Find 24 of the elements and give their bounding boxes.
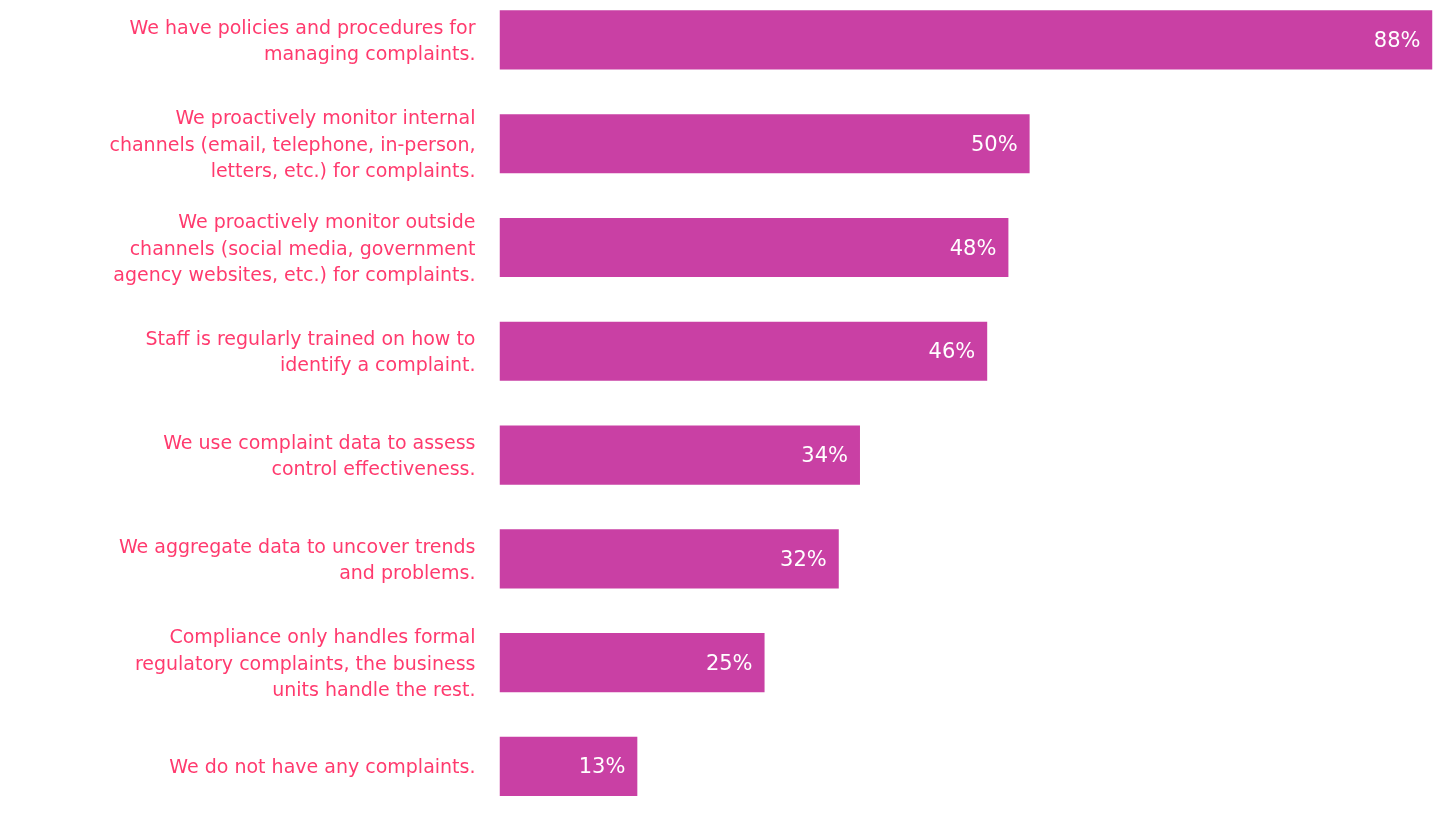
- data-label: 25%: [705, 650, 753, 675]
- data-label: 32%: [780, 546, 827, 571]
- bar: [499, 529, 839, 589]
- bar: [499, 425, 860, 485]
- y-tick-label: We use complaint data to assess control effectiveness.: [163, 430, 476, 480]
- y-tick-label: We do not have any complaints.: [169, 755, 476, 778]
- y-tick-label: We aggregate data to uncover trends and problems.: [118, 534, 476, 584]
- y-tick-label: Staff is regularly trained on how to identify a complaint.: [145, 327, 476, 376]
- data-label: 13%: [578, 754, 626, 779]
- y-tick-label: We proactively monitor outside channels (social media, government agency websites, etc.) for complaints.: [113, 210, 476, 285]
- data-label: 48%: [949, 235, 997, 260]
- data-label: 88%: [1373, 27, 1421, 52]
- bar: [499, 736, 638, 796]
- y-tick-label: We proactively monitor internal channels (email, telephone, in-person, letters, etc.) for complaints.: [109, 106, 476, 182]
- bar: [499, 217, 1009, 278]
- data-label: 34%: [801, 443, 848, 468]
- y-tick-label: We have policies and procedures for managing complaints.: [129, 15, 476, 65]
- bar: [499, 633, 765, 693]
- bar: [499, 10, 1433, 70]
- y-tick-label: Compliance only handles formal regulatory complaints, the business units handle the rest.: [134, 625, 476, 701]
- data-label: 46%: [928, 339, 976, 364]
- bar: [499, 321, 988, 381]
- bar: [499, 114, 1030, 174]
- data-label: 50%: [970, 131, 1018, 156]
